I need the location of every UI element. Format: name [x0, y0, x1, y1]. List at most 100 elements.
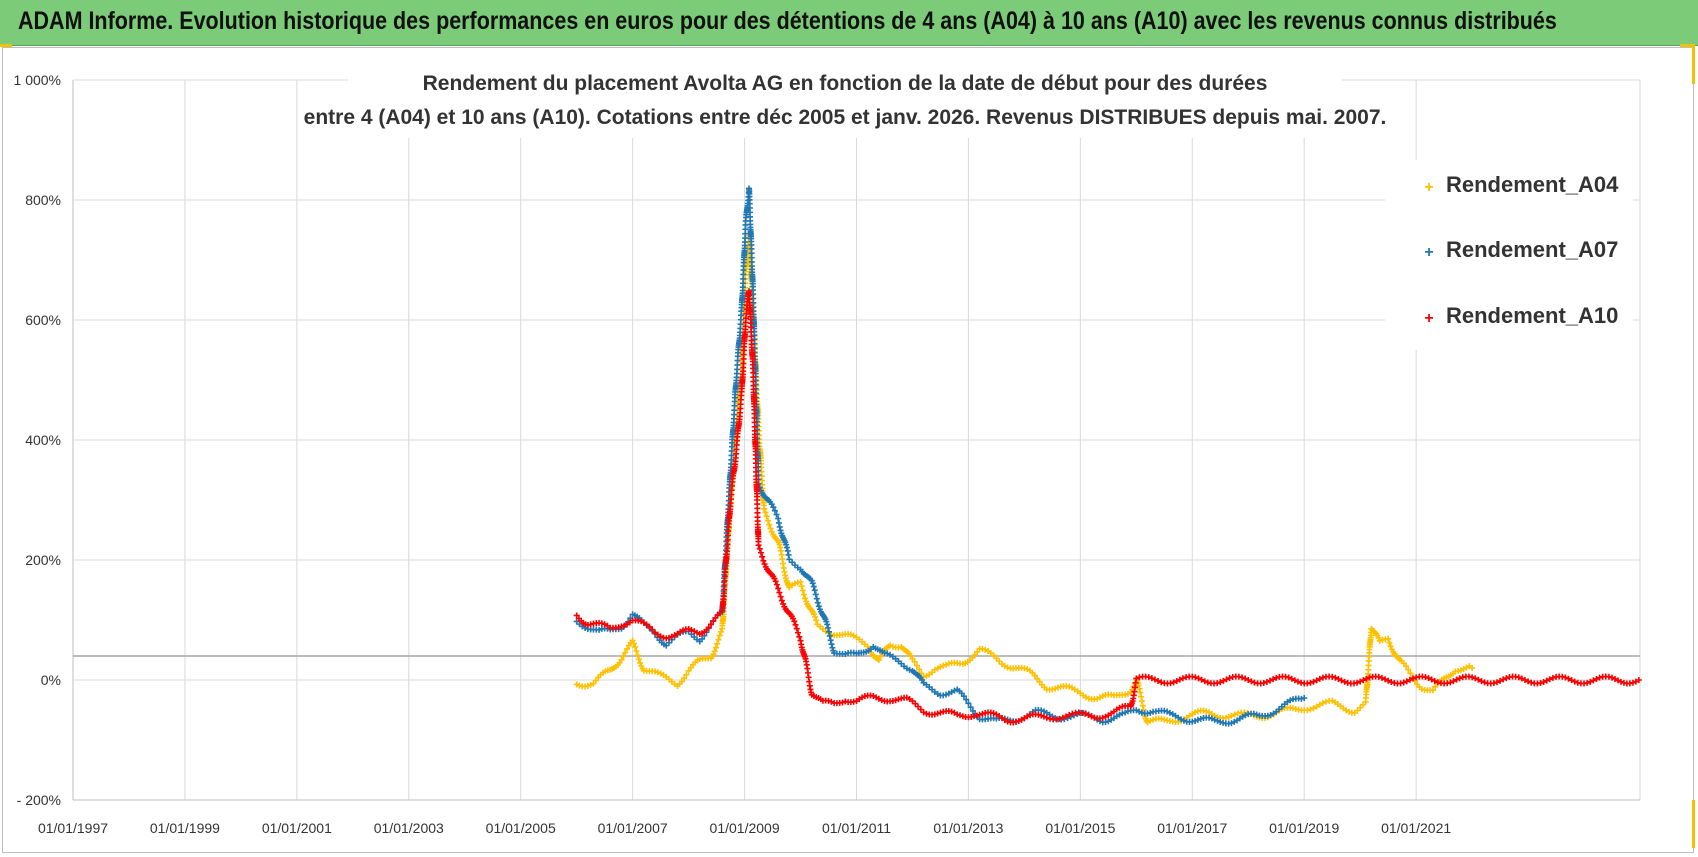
data-point	[1310, 678, 1317, 685]
data-point	[1375, 634, 1382, 641]
data-point	[1363, 675, 1370, 682]
data-point	[1288, 675, 1295, 682]
data-point	[1245, 676, 1252, 683]
data-point	[1431, 677, 1438, 684]
data-point	[1267, 677, 1274, 684]
data-point	[814, 599, 821, 606]
data-point	[1584, 679, 1591, 686]
data-point	[760, 557, 767, 564]
data-point	[1035, 711, 1042, 718]
data-point	[1403, 663, 1410, 670]
data-point	[592, 677, 599, 684]
y-tick-label: - 200%	[17, 792, 61, 808]
x-tick-label: 01/01/2021	[1381, 820, 1451, 836]
data-point	[763, 513, 770, 520]
corner-mark-top-left	[0, 44, 12, 47]
data-point	[793, 625, 800, 632]
data-point	[1388, 679, 1395, 686]
data-point	[1375, 673, 1382, 680]
data-point	[967, 704, 974, 711]
data-point	[1066, 711, 1073, 718]
data-point	[823, 618, 830, 625]
data-point	[1329, 673, 1336, 680]
data-point	[624, 645, 631, 652]
data-point	[1270, 676, 1277, 683]
data-point	[1596, 674, 1603, 681]
data-point	[1295, 678, 1301, 685]
gridlines	[72, 79, 1641, 801]
data-point	[1038, 712, 1045, 719]
data-point	[1133, 675, 1140, 682]
data-point	[1475, 676, 1482, 683]
data-point	[771, 507, 778, 514]
data-point	[1310, 705, 1317, 712]
data-point	[1322, 698, 1329, 705]
data-point	[1518, 675, 1525, 682]
data-point	[1263, 678, 1270, 685]
data-point	[757, 549, 764, 556]
data-point	[1179, 675, 1186, 682]
series-a10	[573, 288, 1642, 726]
data-point	[1085, 712, 1092, 719]
data-point	[963, 696, 970, 703]
y-tick-label: 200%	[25, 552, 61, 568]
data-point	[637, 659, 644, 666]
data-point	[1562, 674, 1569, 681]
data-point	[1239, 674, 1246, 681]
data-point	[1069, 710, 1076, 717]
legend-entry-a07: + Rendement_A07	[1424, 237, 1618, 262]
data-point	[699, 635, 706, 642]
data-point	[1151, 676, 1158, 683]
x-tick-label: 01/01/2001	[262, 820, 332, 836]
data-point	[755, 542, 762, 549]
data-point	[1176, 676, 1183, 683]
corner-mark-right-upper	[1692, 44, 1695, 84]
data-point	[716, 632, 723, 639]
data-point	[1220, 677, 1227, 684]
data-point	[1540, 679, 1547, 686]
data-point	[815, 603, 822, 610]
x-tick-label: 01/01/2007	[598, 820, 668, 836]
data-point	[811, 587, 818, 594]
data-point	[715, 636, 722, 643]
data-point	[1378, 674, 1385, 681]
data-point	[1481, 679, 1488, 686]
data-point	[714, 640, 721, 647]
data-point	[1307, 706, 1314, 713]
data-point	[707, 621, 714, 628]
data-point	[1316, 701, 1323, 708]
data-point	[1319, 700, 1326, 707]
data-point	[1521, 676, 1528, 683]
data-point	[827, 637, 834, 644]
data-point	[590, 680, 597, 687]
data-point	[825, 624, 832, 631]
y-axis-ticks: 1 000% 800% 600% 400% 200% 0% - 200%	[14, 72, 61, 808]
data-point	[1223, 676, 1230, 683]
data-point	[776, 589, 783, 596]
data-point	[802, 595, 809, 602]
data-point	[1407, 670, 1414, 677]
data-point	[1301, 695, 1308, 701]
legend-marker-a07: +	[1424, 244, 1433, 261]
data-point	[1360, 677, 1367, 684]
legend-label-a04: Rendement_A04	[1446, 172, 1619, 197]
x-tick-label: 01/01/2011	[822, 820, 891, 836]
data-point	[1052, 685, 1059, 692]
data-point	[1493, 679, 1500, 686]
data-point	[766, 521, 773, 528]
data-point	[1195, 675, 1202, 682]
data-point	[1629, 679, 1636, 686]
data-point	[717, 628, 724, 635]
data-point	[1635, 677, 1642, 683]
data-point	[1282, 673, 1289, 680]
data-point	[1405, 666, 1412, 673]
legend-marker-a04: +	[1424, 179, 1433, 196]
data-point	[1316, 675, 1323, 682]
data-point	[1307, 679, 1314, 686]
data-point	[1228, 712, 1235, 719]
data-point	[1335, 676, 1342, 683]
data-point	[1031, 672, 1038, 679]
data-point	[1503, 675, 1510, 682]
data-point	[1456, 675, 1463, 682]
data-point	[1158, 679, 1165, 686]
